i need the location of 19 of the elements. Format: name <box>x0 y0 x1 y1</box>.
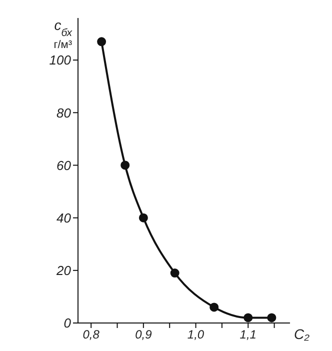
point <box>267 313 276 322</box>
point <box>120 160 130 170</box>
point <box>138 213 148 222</box>
y-tick-label: 60 <box>56 158 72 173</box>
y-tick-label: 40 <box>56 210 72 226</box>
x-tick-label: 0,9 <box>135 328 152 342</box>
y-tick-label: 80 <box>56 105 72 120</box>
point <box>210 302 219 312</box>
point <box>97 37 106 46</box>
y-tick-label: 100 <box>49 52 72 68</box>
y-axis-title: c$_{бх}$ г/м³ <box>54 17 73 51</box>
y-tick-label: 0 <box>64 316 72 331</box>
x-axis-title: C₂ <box>294 326 310 342</box>
x-tick-label: 1,1 <box>240 328 256 342</box>
x-tick-label: 0,8 <box>82 328 100 342</box>
point <box>170 268 180 278</box>
point <box>244 313 253 322</box>
x-tick-label: 1,0 <box>187 328 204 342</box>
y-tick-label: 20 <box>56 263 72 278</box>
